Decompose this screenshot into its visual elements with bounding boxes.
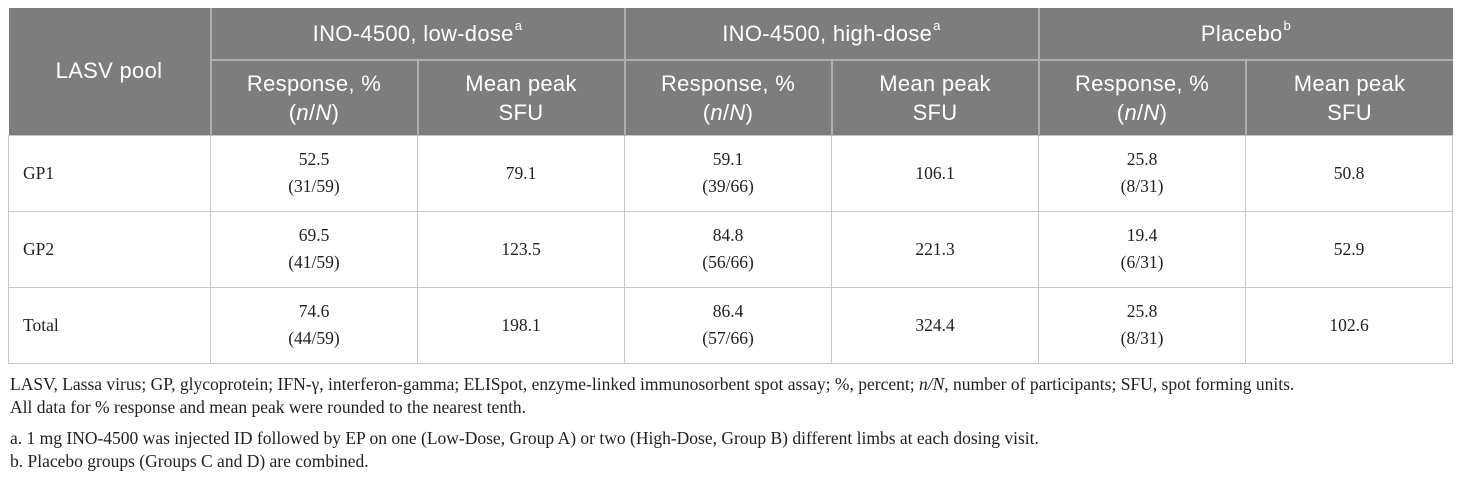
group-label: INO-4500, high-dose	[722, 20, 933, 46]
col-header-response-low: Response, % (n/N)	[209, 59, 419, 135]
cell-total-high-response: 86.4 (57/66)	[624, 286, 833, 364]
n-of-N-label: (n/N)	[288, 99, 340, 125]
response-label: Response, %	[246, 70, 382, 96]
group-header-placebo: Placebob	[1037, 8, 1453, 61]
footnote-marker-a: a	[933, 18, 941, 34]
meanpeak-label: Mean peak	[879, 70, 991, 96]
response-label: Response, %	[660, 70, 796, 96]
col-header-meanpeak-placebo: Mean peak SFU	[1244, 59, 1453, 135]
cell-total-placebo-meanpeak: 102.6	[1245, 286, 1454, 364]
cell-gp1-high-response: 59.1 (39/66)	[624, 134, 833, 212]
cell-gp2-high-response: 84.8 (56/66)	[624, 210, 833, 288]
col-header-meanpeak-low: Mean peak SFU	[416, 59, 626, 135]
cell-gp1-high-meanpeak: 106.1	[831, 134, 1040, 212]
sfu-label: SFU	[912, 99, 958, 125]
response-label: Response, %	[1074, 70, 1210, 96]
group-label: INO-4500, low-dose	[312, 20, 514, 46]
table-body: GP1 52.5 (31/59) 79.1 59.1 (39/66) 106.1…	[8, 134, 1454, 364]
meanpeak-label: Mean peak	[1293, 70, 1406, 96]
table-row-gp1: GP1 52.5 (31/59) 79.1 59.1 (39/66) 106.1…	[8, 134, 1454, 212]
n-of-N-abbr: n/N	[918, 373, 945, 394]
n-of-N-label: (n/N)	[702, 99, 754, 125]
cell-gp1-placebo-response: 25.8 (8/31)	[1038, 134, 1247, 212]
elispot-response-table: LASV pool INO-4500, low-dosea INO-4500, …	[8, 8, 1454, 364]
footnotes: LASV, Lassa virus; GP, glycoprotein; IFN…	[8, 373, 1452, 473]
row-header-gp2: GP2	[8, 210, 211, 288]
n-of-N-label: (n/N)	[1116, 99, 1168, 125]
group-header-row: LASV pool INO-4500, low-dosea INO-4500, …	[8, 8, 1453, 135]
cell-gp1-low-response: 52.5 (31/59)	[210, 134, 418, 212]
sub-header-row: Response, % (n/N) Mean peak SFU Response…	[9, 59, 1453, 135]
cell-gp2-high-meanpeak: 221.3	[831, 210, 1040, 288]
table-header: LASV pool INO-4500, low-dosea INO-4500, …	[8, 8, 1453, 135]
sfu-label: SFU	[498, 99, 544, 125]
footnote-rounding: All data for % response and mean peak we…	[10, 396, 527, 417]
footnote-b: b. Placebo groups (Groups C and D) are c…	[10, 450, 369, 471]
footnote-marker-b: b	[1283, 18, 1292, 34]
footnote-a: a. 1 mg INO-4500 was injected ID followe…	[10, 427, 1039, 448]
group-header-low-dose: INO-4500, low-dosea	[209, 8, 626, 61]
cell-gp2-placebo-response: 19.4 (6/31)	[1038, 210, 1247, 288]
cell-gp2-placebo-meanpeak: 52.9	[1245, 210, 1454, 288]
cell-total-high-meanpeak: 324.4	[831, 286, 1040, 364]
col-header-meanpeak-high: Mean peak SFU	[830, 59, 1040, 135]
col-header-response-high: Response, % (n/N)	[623, 59, 833, 135]
group-label: Placebo	[1200, 20, 1283, 46]
cell-gp1-placebo-meanpeak: 50.8	[1245, 134, 1454, 212]
row-header-total: Total	[8, 286, 211, 364]
cell-total-placebo-response: 25.8 (8/31)	[1038, 286, 1247, 364]
cell-gp1-low-meanpeak: 79.1	[416, 134, 626, 212]
sfu-label: SFU	[1327, 99, 1372, 125]
cell-gp2-low-meanpeak: 123.5	[416, 210, 626, 288]
footnote-marker-a: a	[514, 18, 523, 34]
cell-total-low-response: 74.6 (44/59)	[210, 286, 418, 364]
footnote-abbreviations: LASV, Lassa virus; GP, glycoprotein; IFN…	[10, 373, 1295, 394]
col-header-response-placebo: Response, % (n/N)	[1037, 59, 1247, 135]
group-header-high-dose: INO-4500, high-dosea	[623, 8, 1040, 61]
table-row-total: Total 74.6 (44/59) 198.1 86.4 (57/66) 32…	[8, 286, 1454, 364]
cell-total-low-meanpeak: 198.1	[416, 286, 626, 364]
row-header-gp1: GP1	[8, 134, 211, 212]
table-row-gp2: GP2 69.5 (41/59) 123.5 84.8 (56/66) 221.…	[8, 210, 1454, 288]
cell-gp2-low-response: 69.5 (41/59)	[210, 210, 418, 288]
meanpeak-label: Mean peak	[465, 70, 577, 96]
col-header-lasv-pool: LASV pool	[8, 8, 212, 135]
